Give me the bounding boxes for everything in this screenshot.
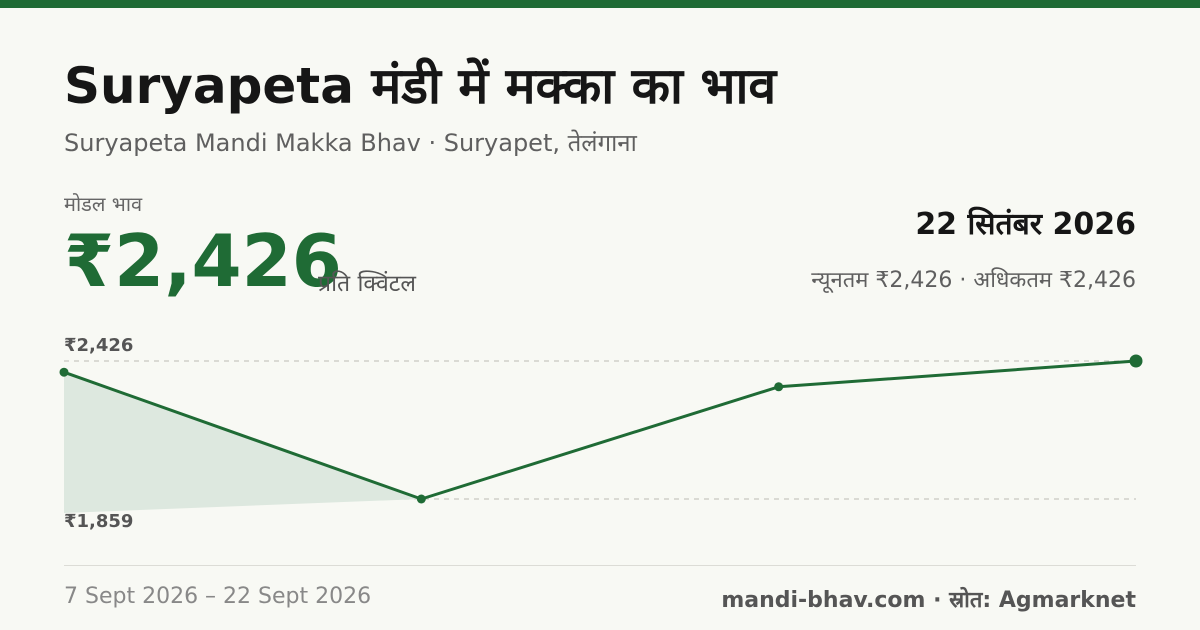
top-accent-bar bbox=[0, 0, 1200, 8]
y-tick-label-low: ₹1,859 bbox=[64, 511, 133, 532]
data-point-1 bbox=[416, 494, 426, 504]
data-point-2 bbox=[774, 382, 784, 392]
series-line bbox=[63, 359, 1137, 501]
data-point-3 bbox=[1129, 354, 1143, 368]
modal-price-label: मोडल भाव bbox=[64, 192, 143, 216]
data-point-0 bbox=[59, 367, 69, 377]
date-range-period: 7 Sept 2026 – 22 Sept 2026 bbox=[64, 584, 372, 609]
price-unit: प्रति क्विंटल bbox=[318, 271, 416, 297]
page-title: Suryapeta मंडी में मक्का का भाव bbox=[64, 57, 777, 115]
min-max-range: न्यूनतम ₹2,426 · अधिकतम ₹2,426 bbox=[811, 268, 1136, 293]
page-subtitle: Suryapeta Mandi Makka Bhav · Suryapet, त… bbox=[64, 129, 637, 157]
area-fill bbox=[64, 372, 422, 513]
price-date: 22 सितंबर 2026 bbox=[915, 207, 1136, 242]
y-tick-label-high: ₹2,426 bbox=[64, 335, 133, 356]
footer-divider bbox=[64, 565, 1136, 566]
source-credit: mandi-bhav.com · स्रोत: Agmarknet bbox=[721, 588, 1136, 613]
modal-price-value: ₹2,426 bbox=[64, 219, 342, 303]
